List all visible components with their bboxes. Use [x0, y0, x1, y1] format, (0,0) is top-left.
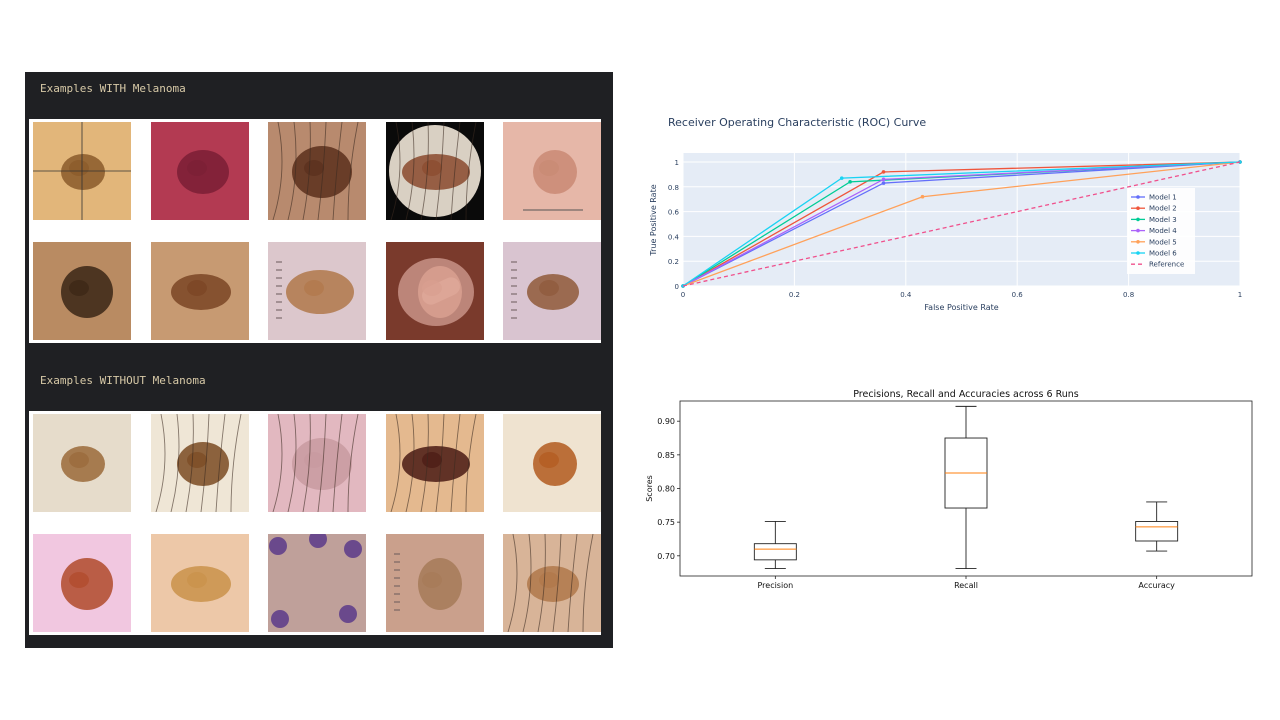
melanoma-thumbnail: [33, 242, 131, 340]
roc-ytick-label: 0.6: [668, 209, 680, 217]
boxplot-category-label: Accuracy: [1138, 581, 1175, 590]
without-melanoma-label: Examples WITHOUT Melanoma: [40, 374, 206, 387]
benign-thumbnail: [268, 534, 366, 632]
roc-point: [839, 176, 844, 180]
boxplot-ytick-label: 0.90: [657, 417, 675, 426]
roc-xlabel: False Positive Rate: [924, 303, 998, 312]
boxplot-box: [1135, 521, 1179, 542]
roc-xtick-label: 0.6: [1012, 291, 1024, 299]
roc-point: [881, 181, 886, 185]
melanoma-thumbnail: [150, 242, 249, 340]
benign-thumbnail: [503, 414, 601, 512]
roc-ytick-label: 0.2: [668, 258, 679, 266]
melanoma-thumbnail: [503, 242, 601, 340]
benign-thumbnail: [33, 534, 131, 632]
without-melanoma-image-grid: [29, 411, 601, 635]
melanoma-thumbnail: [503, 122, 601, 220]
roc-ytick-label: 0.4: [668, 233, 680, 241]
roc-legend-label: Model 6: [1149, 250, 1177, 258]
benign-thumbnail: [150, 534, 249, 632]
with-melanoma-image-grid: [29, 119, 601, 343]
melanoma-thumbnail: [385, 122, 484, 220]
melanoma-thumbnail: [33, 122, 131, 220]
boxplot-chart: Precisions, Recall and Accuracies across…: [640, 384, 1260, 594]
roc-legend-label: Reference: [1149, 261, 1184, 269]
roc-xtick-label: 1: [1238, 291, 1242, 299]
roc-title: Receiver Operating Characteristic (ROC) …: [668, 116, 926, 129]
melanoma-thumbnail: [268, 242, 366, 340]
benign-thumbnail: [385, 414, 484, 512]
boxplot-category-label: Recall: [954, 581, 978, 590]
benign-thumbnail: [150, 414, 249, 512]
roc-xtick-label: 0.8: [1123, 291, 1134, 299]
roc-legend-label: Model 2: [1149, 205, 1177, 213]
roc-ylabel: True Positive Rate: [649, 184, 658, 256]
melanoma-thumbnail: [268, 122, 366, 220]
roc-xtick-label: 0.4: [900, 291, 912, 299]
boxplot-ytick-label: 0.85: [657, 451, 675, 460]
boxplot-ytick-label: 0.70: [657, 552, 675, 561]
boxplot-category-label: Precision: [757, 581, 793, 590]
roc-xtick-label: 0.2: [789, 291, 800, 299]
benign-thumbnail: [503, 534, 601, 632]
roc-point: [881, 177, 886, 182]
boxplot-ytick-label: 0.80: [657, 485, 675, 494]
boxplot-ylabel: Scores: [645, 475, 654, 502]
roc-xtick-label: 0: [681, 291, 685, 299]
roc-point: [881, 170, 886, 174]
boxplot-title: Precisions, Recall and Accuracies across…: [853, 389, 1079, 400]
roc-legend-label: Model 4: [1149, 227, 1177, 235]
roc-point: [920, 194, 925, 199]
benign-thumbnail: [33, 414, 131, 512]
with-melanoma-label: Examples WITH Melanoma: [40, 82, 186, 95]
roc-chart: Receiver Operating Characteristic (ROC) …: [640, 110, 1260, 320]
roc-legend-label: Model 5: [1149, 238, 1177, 246]
roc-legend-label: Model 3: [1149, 216, 1177, 224]
melanoma-thumbnail: [385, 242, 484, 340]
roc-ytick-label: 0.8: [668, 184, 679, 192]
melanoma-thumbnail: [150, 122, 249, 220]
roc-legend-label: Model 1: [1149, 194, 1177, 202]
roc-point: [848, 180, 852, 184]
benign-thumbnail: [268, 414, 366, 512]
benign-thumbnail: [385, 534, 484, 632]
boxplot-ytick-label: 0.75: [657, 518, 675, 527]
roc-ytick-label: 0: [675, 283, 679, 291]
notebook-output-panel: Examples WITH Melanoma Examples WITHOUT …: [25, 72, 613, 648]
roc-point: [1238, 160, 1242, 164]
boxplot-box: [753, 543, 797, 561]
roc-ytick-label: 1: [675, 159, 679, 167]
